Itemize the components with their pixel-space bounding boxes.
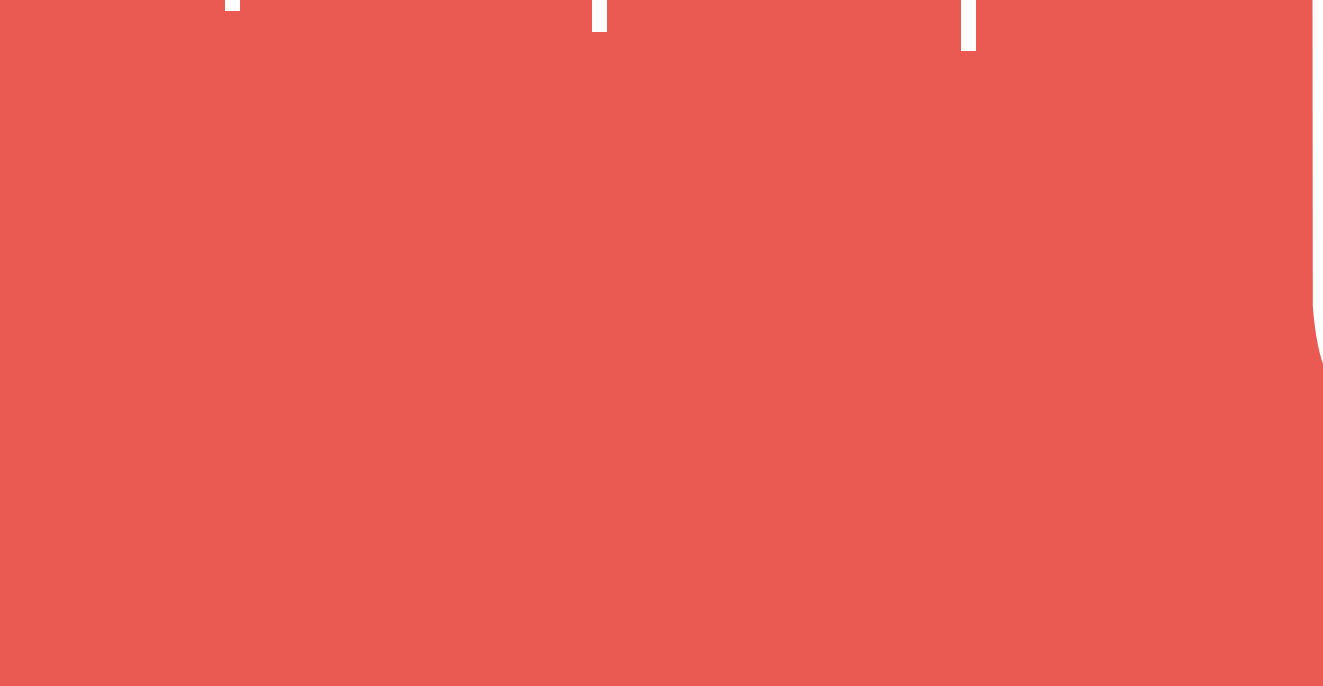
top-gap-notch-1	[225, 0, 240, 11]
top-gap-notch-2	[592, 0, 607, 32]
top-gap-notch-3	[961, 0, 976, 51]
right-gap-sliver	[1312, 0, 1323, 364]
right-gap-curve-path	[1312, 0, 1323, 364]
